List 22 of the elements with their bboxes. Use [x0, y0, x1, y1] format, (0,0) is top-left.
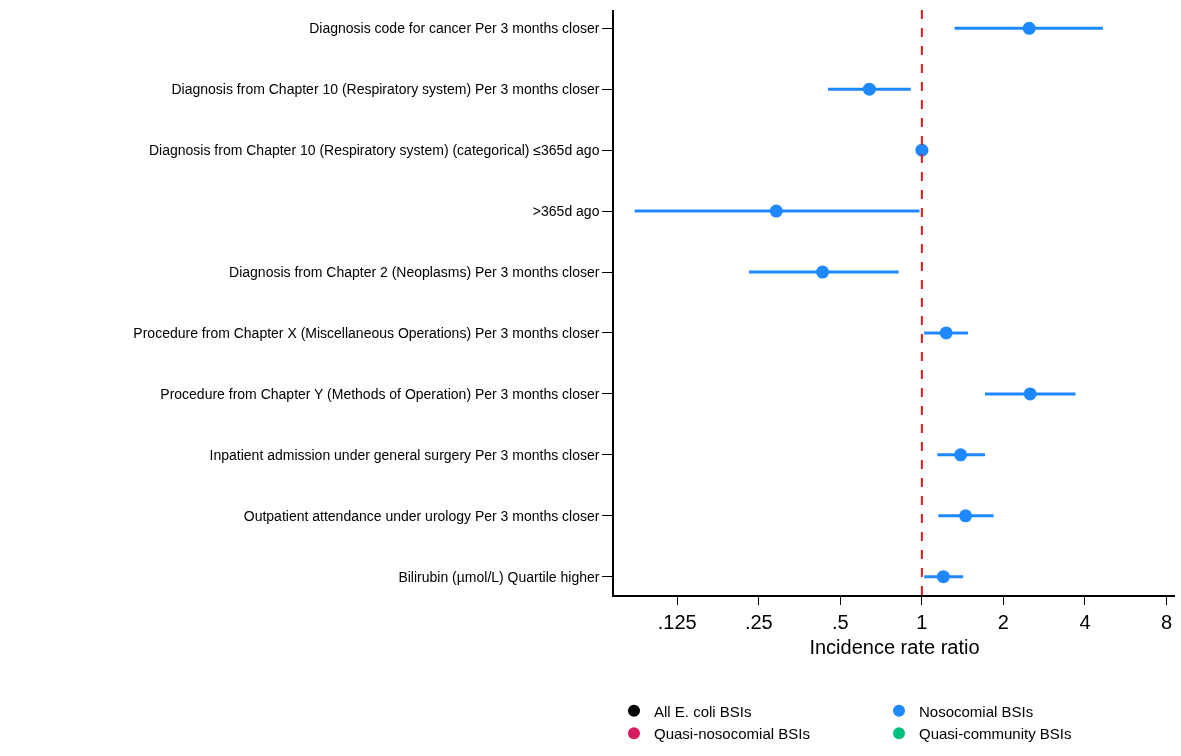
y-tick-label: Outpatient attendance under urology Per 3 months closer: [243, 507, 600, 524]
x-tick-label: 1: [916, 610, 928, 633]
x-axis-title: Incidence rate ratio: [809, 635, 980, 658]
x-tick-label: 4: [1079, 610, 1091, 633]
legend-label: Quasi-community BSIs: [919, 725, 1072, 743]
y-tick-label: Diagnosis code for cancer Per 3 months closer: [309, 20, 600, 37]
y-tick-label: Procedure from Chapter X (Miscellaneous Operations) Per 3 months closer: [133, 324, 600, 341]
x-tick-label: .125: [657, 610, 697, 633]
x-tick-label: 8: [1160, 610, 1173, 633]
x-tick-label: .25: [744, 610, 773, 633]
y-tick-label: Diagnosis from Chapter 2 (Neoplasms) Per 3 months closer: [229, 263, 600, 280]
y-tick-label: Inpatient admission under general surgery Per 3 months closer: [209, 446, 600, 463]
y-tick-label: Diagnosis from Chapter 10 (Respiratory system) Per 3 months closer: [171, 81, 600, 98]
legend-label: Quasi-nosocomial BSIs: [654, 725, 810, 743]
legend-label: Nosocomial BSIs: [919, 702, 1034, 720]
y-tick-label: Bilirubin (µmol/L) Quartile higher: [398, 568, 600, 585]
x-tick-label: .5: [832, 610, 849, 633]
legend-label: All E. coli BSIs: [654, 702, 752, 720]
x-tick-label: 2: [997, 610, 1009, 633]
y-tick-label: Diagnosis from Chapter 10 (Respiratory system) (categorical) ≤365d ago: [149, 142, 600, 159]
y-tick-label: >365d ago: [532, 202, 600, 219]
y-tick-label: Procedure from Chapter Y (Methods of Operation) Per 3 months closer: [160, 385, 600, 402]
